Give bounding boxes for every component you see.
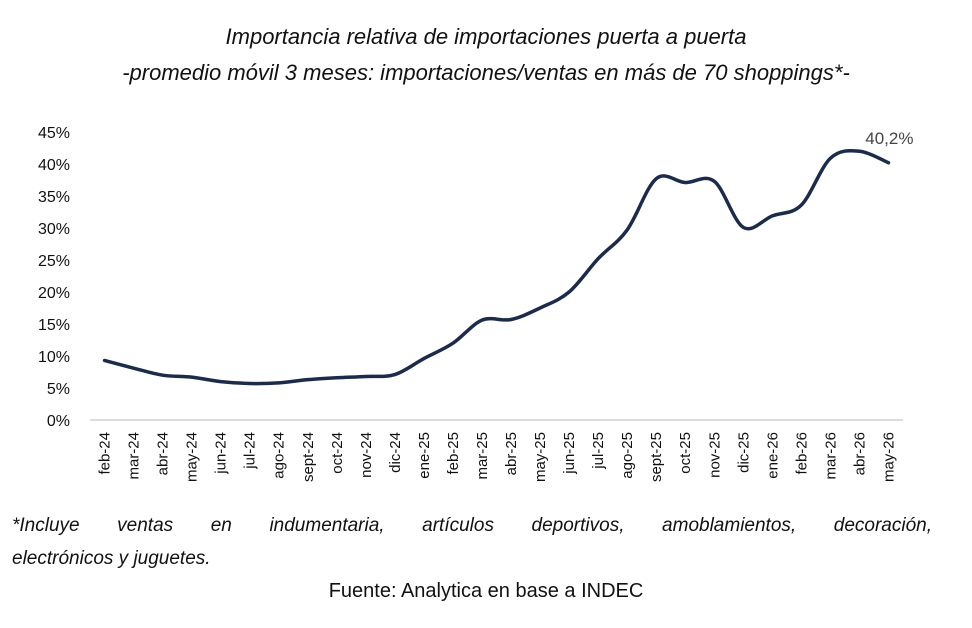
- y-tick-label: 30%: [38, 221, 70, 238]
- y-tick-label: 45%: [38, 125, 70, 142]
- y-tick-label: 20%: [38, 285, 70, 302]
- footnote-line-2: electrónicos y juguetes.: [12, 548, 211, 569]
- x-tick-label: jun-25: [561, 432, 578, 475]
- y-tick-label: 15%: [38, 317, 70, 334]
- x-tick-label: may-26: [880, 432, 897, 482]
- x-tick-label: nov-24: [358, 432, 375, 478]
- x-tick-label: may-25: [532, 432, 549, 482]
- chart-title: Importancia relativa de importaciones pu…: [225, 24, 747, 49]
- x-tick-label: dic-24: [387, 432, 404, 473]
- x-tick-label: sept-25: [648, 432, 665, 482]
- y-tick-label: 25%: [38, 253, 70, 270]
- x-tick-label: sept-24: [300, 432, 317, 482]
- x-tick-label: may-24: [184, 432, 201, 482]
- x-tick-label: mar-26: [822, 432, 839, 480]
- x-tick-label: feb-24: [97, 432, 114, 475]
- x-tick-label: mar-24: [126, 432, 143, 480]
- x-tick-label: ago-25: [619, 432, 636, 479]
- x-tick-label: abr-26: [851, 432, 868, 475]
- x-tick-label: ago-24: [271, 432, 288, 479]
- x-tick-label: ene-26: [764, 432, 781, 479]
- x-tick-label: abr-25: [503, 432, 520, 475]
- x-tick-label: oct-25: [677, 432, 694, 474]
- x-tick-label: feb-26: [793, 432, 810, 475]
- y-axis: 0% 5% 10% 15% 20% 25% 30% 35% 40% 45%: [38, 125, 70, 430]
- y-tick-label: 0%: [47, 413, 70, 430]
- source-note: Fuente: Analytica en base a INDEC: [328, 580, 644, 602]
- chart-subtitle: -promedio móvil 3 meses: importaciones/v…: [122, 60, 850, 85]
- series-line: [102, 148, 891, 386]
- y-tick-label: 10%: [38, 349, 70, 366]
- x-tick-label: mar-25: [474, 432, 491, 480]
- x-tick-label: jul-24: [242, 432, 259, 470]
- y-tick-label: 40%: [38, 157, 70, 174]
- plot-area: 40,2%: [102, 129, 913, 386]
- x-tick-label: feb-25: [445, 432, 462, 475]
- x-axis: feb-24 mar-24 abr-24 may-24 jun-24 jul-24 ago-…: [90, 419, 903, 482]
- x-tick-label: ene-25: [416, 432, 433, 479]
- x-tick-label: jun-24: [213, 432, 230, 475]
- x-tick-label: dic-25: [735, 432, 752, 473]
- line-chart: 0% 5% 10% 15% 20% 25% 30% 35% 40% 45% feb-24 mar-2…: [38, 125, 914, 482]
- x-tick-label: abr-24: [155, 432, 172, 475]
- x-tick-label: nov-25: [706, 432, 723, 478]
- footnote-line-1: *Incluye ventas en indumentaria, artícul…: [12, 515, 932, 536]
- x-tick-label: oct-24: [329, 432, 346, 474]
- y-tick-label: 35%: [38, 189, 70, 206]
- last-value-label: 40,2%: [865, 129, 913, 148]
- x-tick-label: jul-25: [590, 432, 607, 470]
- y-tick-label: 5%: [47, 381, 70, 398]
